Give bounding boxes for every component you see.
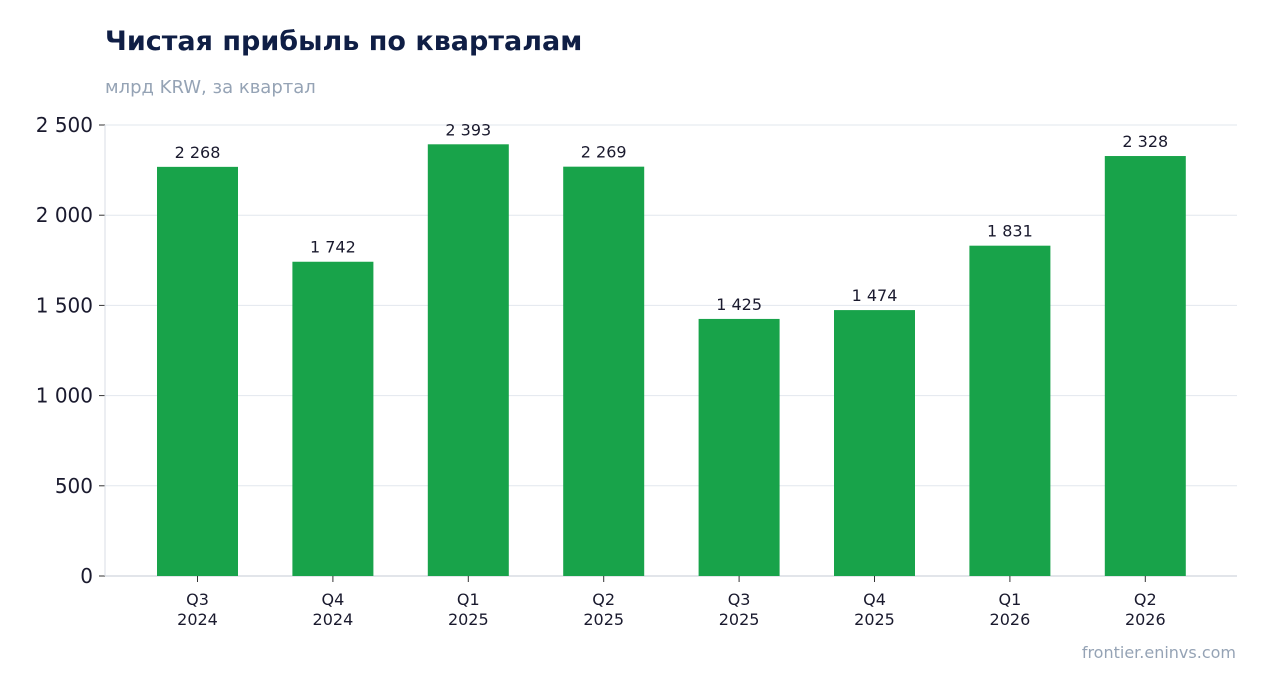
bar-q2-2026	[1104, 156, 1186, 576]
axes	[99, 124, 1237, 582]
data-label: 1 742	[310, 238, 356, 257]
x-tick-label: Q4 2024	[313, 590, 354, 629]
data-label: 2 268	[175, 143, 221, 162]
chart-title: Чистая прибыль по кварталам	[105, 26, 583, 57]
y-tick-label: 500	[55, 474, 93, 498]
bar-q1-2025	[427, 144, 509, 576]
x-tick-label: Q3 2024	[177, 590, 218, 629]
data-label: 1 425	[716, 295, 762, 314]
data-label: 1 831	[987, 222, 1033, 241]
tick-labels: 0 500 1 000 1 500 2 000 2 500 Q3 2024 Q4 2024 Q1 20…	[36, 113, 1166, 629]
bar-q1-2026	[969, 245, 1051, 576]
bar-q4-2024	[292, 261, 374, 576]
y-tick-label: 1 500	[36, 293, 93, 317]
y-tick-label: 1 000	[36, 384, 93, 408]
data-labels: 2 268 1 742 2 393 2 269 1 425 1 474 1 831 2 328	[175, 120, 1169, 314]
y-tick-label: 2 500	[36, 113, 93, 137]
x-tick-label: Q3 2025	[719, 590, 760, 629]
y-tick-label: 2 000	[36, 203, 93, 227]
x-tick-label: Q2 2026	[1125, 590, 1166, 629]
x-tick-label: Q4 2025	[854, 590, 895, 629]
source-credit: frontier.eninvs.com	[1081, 643, 1236, 662]
data-label: 2 328	[1122, 132, 1168, 151]
x-tick-label: Q2 2025	[583, 590, 624, 629]
chart-subtitle: млрд KRW, за квартал	[105, 77, 316, 98]
bar-q3-2025	[698, 318, 780, 576]
bars	[157, 144, 1186, 577]
y-tick-label: 0	[80, 564, 93, 588]
data-label: 2 269	[581, 143, 627, 162]
bar-q4-2025	[834, 310, 915, 576]
data-label: 1 474	[852, 286, 898, 305]
bar-q3-2024	[157, 166, 238, 577]
bar-q2-2025	[563, 166, 645, 576]
data-label: 2 393	[445, 120, 491, 139]
x-tick-label: Q1 2026	[990, 590, 1031, 629]
grid-lines	[105, 124, 1237, 487]
x-tick-label: Q1 2025	[448, 590, 489, 629]
